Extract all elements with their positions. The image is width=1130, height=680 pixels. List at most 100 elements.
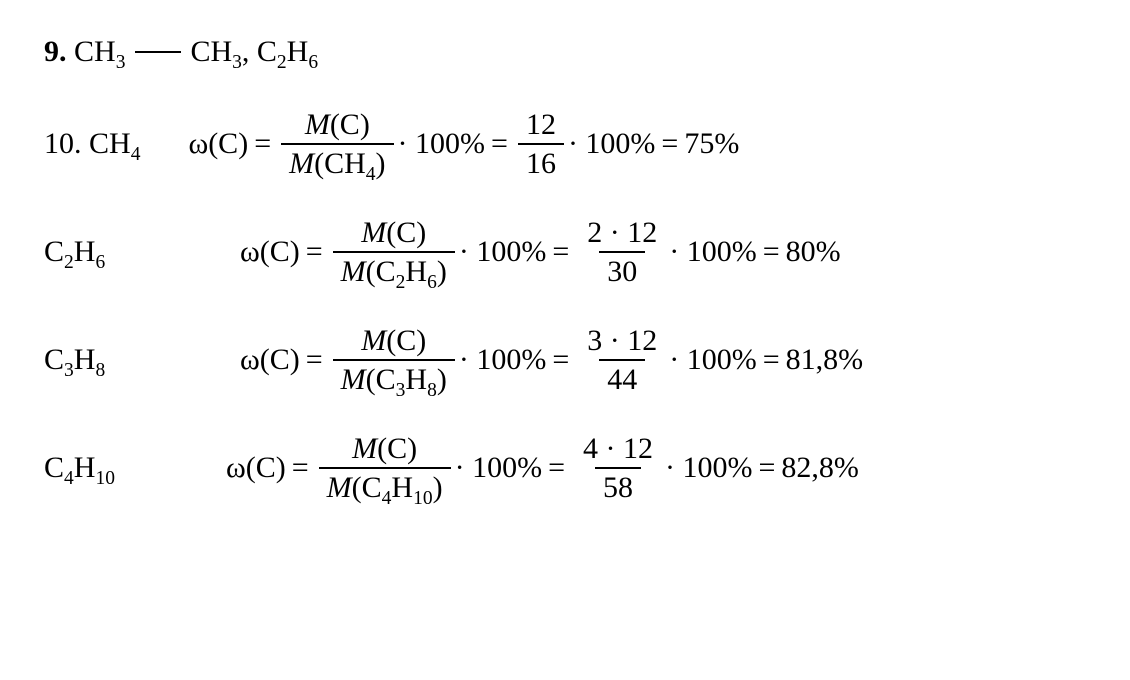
den-arg-post: ) <box>437 363 447 396</box>
frac-num: M(C) <box>353 324 434 359</box>
label-csub: 3 <box>64 360 74 381</box>
row-ch4-label-sub: 4 <box>131 144 141 165</box>
row-c3h8-label: C3H8 <box>44 342 144 378</box>
den-arg-csub: 3 <box>396 380 406 401</box>
dot100a: · 100% <box>455 450 542 486</box>
row-ch4-label: 10. CH4 <box>44 126 140 162</box>
row-c2h6: C2H6 ω(C) = M(C) M(C2H6) · 100% = 2 · 12… <box>44 216 1086 288</box>
frac-mc-mc2h6: M(C) M(C2H6) <box>333 216 455 288</box>
label-pre: C <box>44 451 64 484</box>
frac2-den: 58 <box>595 467 641 504</box>
row-c3h8-formula: ω(C) = M(C) M(C3H8) · 100% = 3 · 12 44 ·… <box>240 324 863 396</box>
omega-arg: (C) <box>260 234 300 270</box>
eq: = <box>306 234 323 270</box>
frac2-den: 30 <box>599 251 645 288</box>
result: 81,8% <box>786 342 864 378</box>
den-arg-sub: 4 <box>366 164 376 185</box>
dot100b: · 100% <box>665 450 752 486</box>
den-arg-post: ) <box>376 147 386 180</box>
dot100a: · 100% <box>459 234 546 270</box>
frac-den: M(C2H6) <box>333 251 455 288</box>
dot100b: · 100% <box>669 342 756 378</box>
label-h: H <box>74 343 96 376</box>
num-M: M <box>361 324 386 357</box>
omega-arg: (C) <box>246 450 286 486</box>
label-hsub: 6 <box>95 252 105 273</box>
frac2-den: 44 <box>599 359 645 396</box>
eq3: = <box>758 450 775 486</box>
row-c4h10-formula: ω(C) = M(C) M(C4H10) · 100% = 4 · 12 58 … <box>226 432 859 504</box>
frac-den: M(CH4) <box>281 143 393 180</box>
frac-mc-mc3h8: M(C) M(C3H8) <box>333 324 455 396</box>
label-pre: C <box>44 235 64 268</box>
den-arg-hsub: 10 <box>413 488 433 509</box>
den-arg-post: ) <box>433 471 443 504</box>
den-arg-h: H <box>405 363 427 396</box>
line-9: 9. CH3 CH3, C2H6 <box>44 34 1086 70</box>
frac-12-16: 12 16 <box>518 108 564 180</box>
num-arg: (C) <box>386 216 426 249</box>
den-arg-pre: (C <box>352 471 382 504</box>
result: 75% <box>684 126 739 162</box>
line9-comma: , <box>242 35 257 68</box>
dot100b: · 100% <box>568 126 655 162</box>
omega: ω <box>240 234 260 270</box>
den-arg-csub: 2 <box>396 272 406 293</box>
label-csub: 4 <box>64 468 74 489</box>
row-c3h8: C3H8 ω(C) = M(C) M(C3H8) · 100% = 3 · 12… <box>44 324 1086 396</box>
frac-num: M(C) <box>297 108 378 143</box>
frac2-num: 3 · 12 <box>579 324 665 359</box>
label-hsub: 8 <box>95 360 105 381</box>
num-M: M <box>305 108 330 141</box>
num-arg: (C) <box>330 108 370 141</box>
omega: ω <box>188 126 208 162</box>
den-arg-hsub: 6 <box>427 272 437 293</box>
omega-arg: (C) <box>208 126 248 162</box>
eq2: = <box>548 450 565 486</box>
row-ch4-formula: ω(C) = M(C) M(CH4) · 100% = 12 16 · 100%… <box>188 108 739 180</box>
frac-num: M(C) <box>353 216 434 251</box>
frac-36-44: 3 · 12 44 <box>579 324 665 396</box>
frac2-den: 16 <box>518 143 564 180</box>
row-c2h6-formula: ω(C) = M(C) M(C2H6) · 100% = 2 · 12 30 ·… <box>240 216 841 288</box>
eq3: = <box>661 126 678 162</box>
num-M: M <box>361 216 386 249</box>
dot100a: · 100% <box>459 342 546 378</box>
frac-den: M(C3H8) <box>333 359 455 396</box>
label-hsub: 10 <box>95 468 115 489</box>
label-h: H <box>74 451 96 484</box>
row-ch4-label-pre: 10. CH <box>44 127 131 160</box>
line9-left-group: CH <box>74 35 116 68</box>
dot100b: · 100% <box>669 234 756 270</box>
eq: = <box>254 126 271 162</box>
frac2-num: 12 <box>518 108 564 143</box>
num-arg: (C) <box>386 324 426 357</box>
line9-formula-h: H <box>287 35 309 68</box>
row-c4h10: C4H10 ω(C) = M(C) M(C4H10) · 100% = 4 · … <box>44 432 1086 504</box>
frac-den: M(C4H10) <box>319 467 451 504</box>
den-arg-h: H <box>391 471 413 504</box>
frac-48-58: 4 · 12 58 <box>575 432 661 504</box>
row-ch4: 10. CH4 ω(C) = M(C) M(CH4) · 100% = 12 1… <box>44 108 1086 180</box>
frac2-num: 4 · 12 <box>575 432 661 467</box>
den-arg-pre: (CH <box>314 147 366 180</box>
label-h: H <box>74 235 96 268</box>
row-c2h6-label: C2H6 <box>44 234 144 270</box>
den-M: M <box>289 147 314 180</box>
line9-formula-hsub: 6 <box>308 52 318 73</box>
eq: = <box>306 342 323 378</box>
line9-right-group: CH <box>190 35 232 68</box>
den-arg-pre: (C <box>366 363 396 396</box>
eq3: = <box>763 342 780 378</box>
line9-number: 9. <box>44 35 67 68</box>
line9-right-sub: 3 <box>232 52 242 73</box>
eq2: = <box>552 342 569 378</box>
eq2: = <box>552 234 569 270</box>
frac-mc-mc4h10: M(C) M(C4H10) <box>319 432 451 504</box>
frac2-num: 2 · 12 <box>579 216 665 251</box>
num-arg: (C) <box>377 432 417 465</box>
page: 9. CH3 CH3, C2H6 10. CH4 ω(C) = M(C) M(C… <box>0 0 1130 504</box>
line9-left-sub: 3 <box>116 52 126 73</box>
omega: ω <box>226 450 246 486</box>
den-arg-post: ) <box>437 255 447 288</box>
